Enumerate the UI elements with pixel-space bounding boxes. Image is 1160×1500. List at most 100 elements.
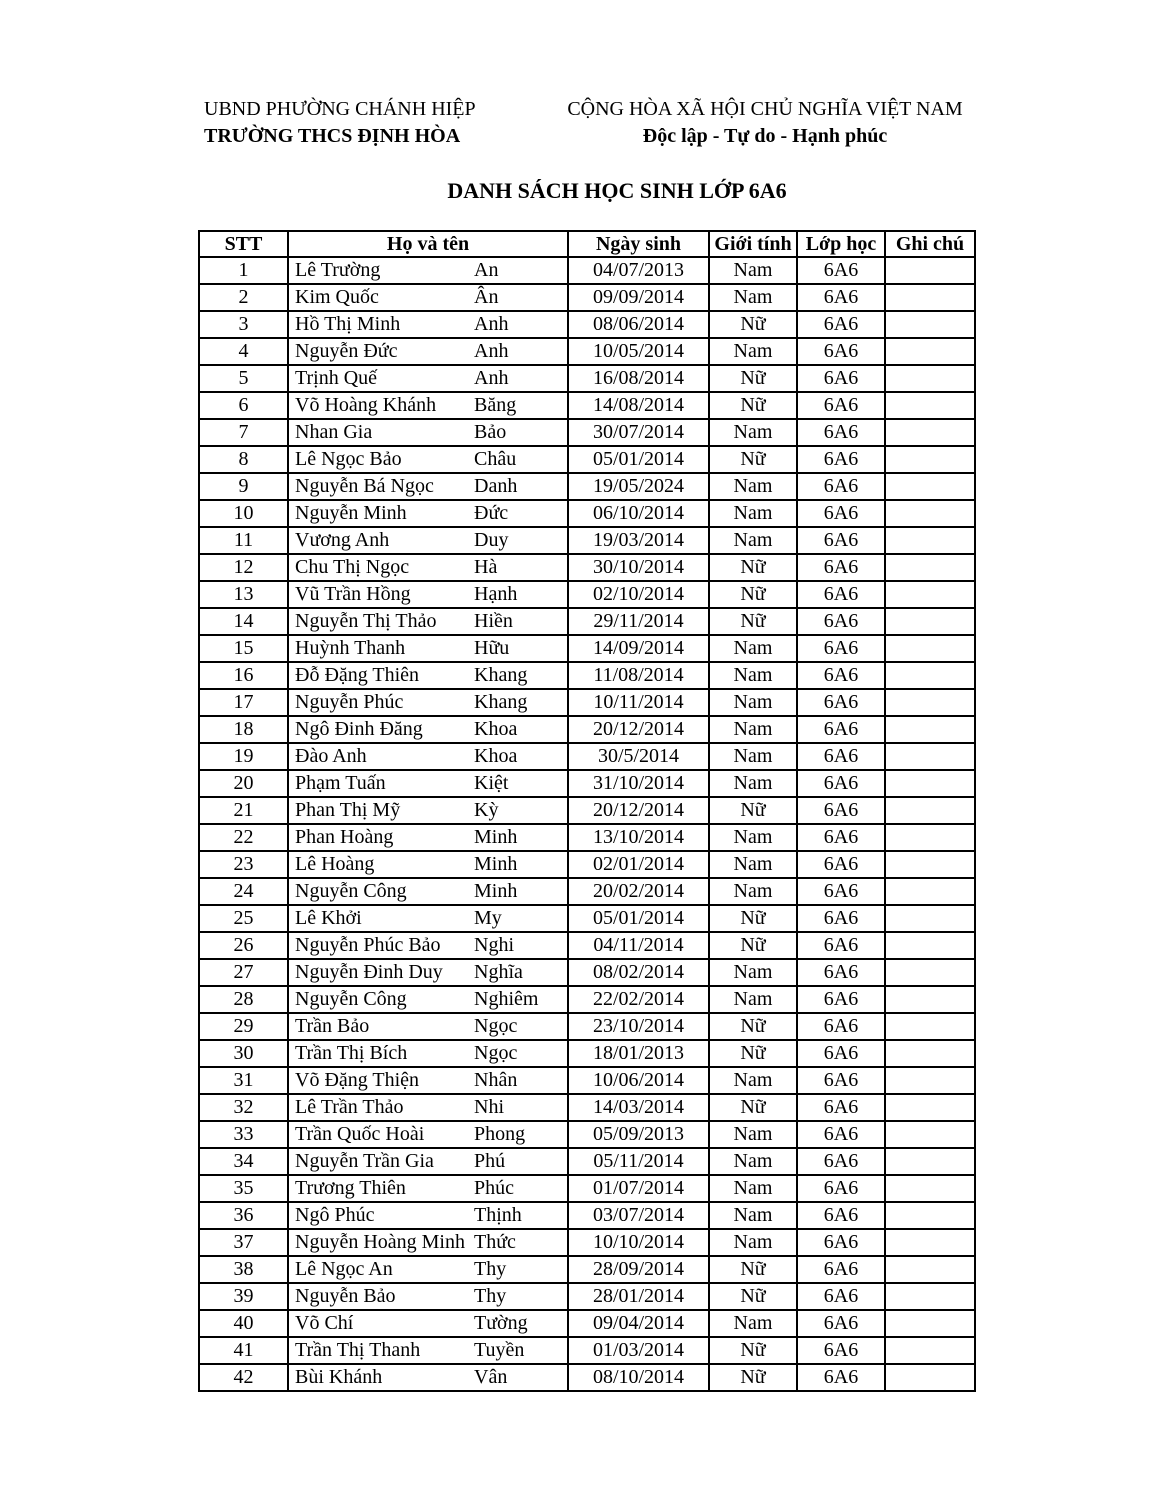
cell-given-name: Phúc <box>474 1177 514 1199</box>
cell-family-middle-name: Nguyễn Trần Gia <box>295 1150 434 1172</box>
cell-family-middle-name: Lê Ngọc An <box>295 1258 393 1280</box>
cell-note <box>884 526 976 555</box>
cell-birthdate: 20/12/2014 <box>567 715 710 744</box>
cell-family-middle-name: Trần Thị Thanh <box>295 1339 421 1361</box>
cell-given-name: Anh <box>474 313 509 335</box>
table-header-row: STT Họ và tên Ngày sinh Giới tính Lớp họ… <box>198 230 976 258</box>
cell-note <box>884 742 976 771</box>
cell-class: 6A6 <box>796 391 886 420</box>
cell-class: 6A6 <box>796 445 886 474</box>
table-row: 40 Võ Chí Tường 09/04/2014 Nam 6A6 <box>198 1309 976 1338</box>
cell-class: 6A6 <box>796 661 886 690</box>
cell-full-name: Lê Trần Thảo Nhi <box>287 1093 569 1122</box>
cell-gender: Nữ <box>708 1336 798 1365</box>
cell-stt: 24 <box>198 877 289 906</box>
cell-gender: Nam <box>708 472 798 501</box>
cell-family-middle-name: Đào Anh <box>295 745 367 767</box>
table-row: 31 Võ Đặng Thiện Nhân 10/06/2014 Nam 6A6 <box>198 1066 976 1095</box>
cell-note <box>884 1147 976 1176</box>
cell-stt: 29 <box>198 1012 289 1041</box>
cell-family-middle-name: Trần Quốc Hoài <box>295 1123 425 1145</box>
cell-birthdate: 08/10/2014 <box>567 1363 710 1392</box>
cell-birthdate: 10/10/2014 <box>567 1228 710 1257</box>
cell-birthdate: 22/02/2014 <box>567 985 710 1014</box>
cell-given-name: Khoa <box>474 745 518 767</box>
cell-family-middle-name: Trịnh Quế <box>295 367 378 389</box>
cell-given-name: Minh <box>474 880 518 902</box>
cell-gender: Nữ <box>708 904 798 933</box>
cell-gender: Nam <box>708 688 798 717</box>
cell-family-middle-name: Võ Hoàng Khánh <box>295 394 437 416</box>
cell-full-name: Nguyễn Phúc Khang <box>287 688 569 717</box>
cell-note <box>884 1201 976 1230</box>
cell-family-middle-name: Trương Thiên <box>295 1177 406 1199</box>
cell-stt: 33 <box>198 1120 289 1149</box>
authority-name: UBND PHƯỜNG CHÁNH HIỆP <box>204 98 476 120</box>
col-header-full-name: Họ và tên <box>287 230 569 258</box>
cell-full-name: Ngô Phúc Thịnh <box>287 1201 569 1230</box>
cell-class: 6A6 <box>796 769 886 798</box>
cell-note <box>884 1309 976 1338</box>
cell-stt: 39 <box>198 1282 289 1311</box>
cell-gender: Nam <box>708 769 798 798</box>
cell-stt: 31 <box>198 1066 289 1095</box>
cell-given-name: Phong <box>474 1123 526 1145</box>
cell-given-name: Thức <box>474 1231 516 1253</box>
cell-stt: 8 <box>198 445 289 474</box>
cell-stt: 7 <box>198 418 289 447</box>
cell-stt: 2 <box>198 283 289 312</box>
table-row: 32 Lê Trần Thảo Nhi 14/03/2014 Nữ 6A6 <box>198 1093 976 1122</box>
cell-gender: Nữ <box>708 580 798 609</box>
cell-stt: 17 <box>198 688 289 717</box>
cell-gender: Nam <box>708 526 798 555</box>
cell-stt: 11 <box>198 526 289 555</box>
cell-note <box>884 823 976 852</box>
table-row: 12 Chu Thị Ngọc Hà 30/10/2014 Nữ 6A6 <box>198 553 976 582</box>
cell-stt: 15 <box>198 634 289 663</box>
national-header-block: CỘNG HÒA XÃ HỘI CHỦ NGHĨA VIỆT NAM Độc l… <box>565 96 965 150</box>
cell-full-name: Nguyễn Bá Ngọc Danh <box>287 472 569 501</box>
table-row: 38 Lê Ngọc An Thy 28/09/2014 Nữ 6A6 <box>198 1255 976 1284</box>
cell-full-name: Trịnh Quế Anh <box>287 364 569 393</box>
cell-given-name: Minh <box>474 826 518 848</box>
cell-given-name: An <box>474 259 499 281</box>
table-row: 20 Phạm Tuấn Kiệt 31/10/2014 Nam 6A6 <box>198 769 976 798</box>
cell-stt: 19 <box>198 742 289 771</box>
cell-note <box>884 1174 976 1203</box>
cell-class: 6A6 <box>796 1309 886 1338</box>
table-row: 22 Phan Hoàng Minh 13/10/2014 Nam 6A6 <box>198 823 976 852</box>
cell-family-middle-name: Nguyễn Bá Ngọc <box>295 475 434 497</box>
student-table: STT Họ và tên Ngày sinh Giới tính Lớp họ… <box>198 230 976 1392</box>
cell-note <box>884 1282 976 1311</box>
cell-note <box>884 580 976 609</box>
cell-stt: 30 <box>198 1039 289 1068</box>
cell-stt: 28 <box>198 985 289 1014</box>
cell-given-name: Băng <box>474 394 517 416</box>
cell-note <box>884 688 976 717</box>
table-row: 23 Lê Hoàng Minh 02/01/2014 Nam 6A6 <box>198 850 976 879</box>
cell-class: 6A6 <box>796 931 886 960</box>
cell-given-name: Minh <box>474 853 518 875</box>
cell-stt: 38 <box>198 1255 289 1284</box>
cell-given-name: Vân <box>474 1366 508 1388</box>
cell-stt: 35 <box>198 1174 289 1203</box>
cell-gender: Nam <box>708 283 798 312</box>
cell-note <box>884 634 976 663</box>
cell-given-name: Danh <box>474 475 518 497</box>
cell-class: 6A6 <box>796 499 886 528</box>
cell-stt: 25 <box>198 904 289 933</box>
cell-birthdate: 08/06/2014 <box>567 310 710 339</box>
cell-family-middle-name: Lê Khởi <box>295 907 362 929</box>
cell-stt: 42 <box>198 1363 289 1392</box>
cell-full-name: Ngô Đinh Đăng Khoa <box>287 715 569 744</box>
cell-gender: Nam <box>708 1174 798 1203</box>
cell-class: 6A6 <box>796 715 886 744</box>
cell-birthdate: 28/01/2014 <box>567 1282 710 1311</box>
cell-gender: Nam <box>708 1309 798 1338</box>
student-table-body: 1 Lê Trường An 04/07/2013 Nam 6A6 2 Kim Q… <box>198 256 976 1392</box>
cell-gender: Nam <box>708 337 798 366</box>
cell-full-name: Lê Hoàng Minh <box>287 850 569 879</box>
cell-full-name: Nguyễn Công Nghiêm <box>287 985 569 1014</box>
cell-class: 6A6 <box>796 985 886 1014</box>
cell-stt: 26 <box>198 931 289 960</box>
